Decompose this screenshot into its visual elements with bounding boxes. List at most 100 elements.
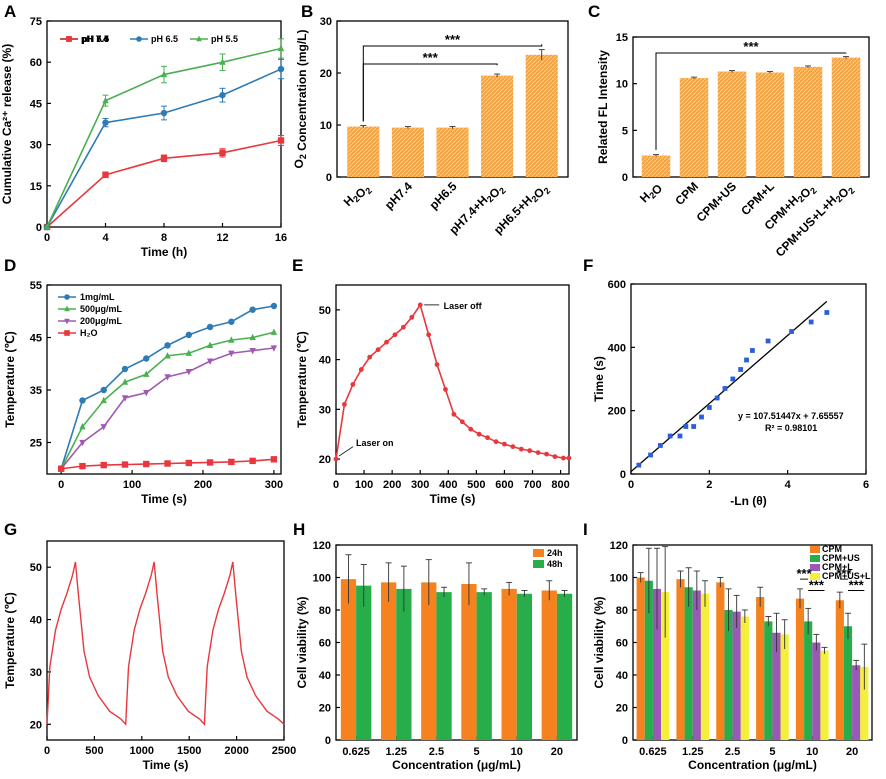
panel-label-a: A [4, 2, 16, 21]
data-point [185, 331, 193, 339]
bar [732, 611, 741, 740]
y-tick-label: 60 [616, 638, 628, 650]
x-tick-label: 2.5 [725, 746, 740, 758]
data-point [789, 329, 794, 334]
data-point [228, 458, 235, 466]
x-tick-label: 200 [194, 479, 212, 491]
legend-marker [64, 330, 70, 336]
panel-label-d: D [4, 256, 16, 275]
x-axis-label: Time (h) [141, 245, 187, 259]
data-point [648, 452, 653, 458]
x-tick-label: 10 [806, 746, 818, 758]
x-tick-label: 500 [467, 479, 485, 491]
bar [396, 588, 412, 740]
bar [340, 579, 357, 740]
data-point [722, 386, 728, 391]
x-tick-label: 0.625 [639, 746, 667, 758]
data-point [552, 454, 558, 459]
bar [756, 597, 765, 740]
bar [347, 126, 380, 177]
y-tick-label: 20 [319, 454, 331, 466]
data-point [518, 446, 524, 452]
legend-label: pH 7.4 [82, 34, 109, 44]
y-tick-label: 600 [608, 279, 626, 291]
legend-label: 200μg/mL [80, 316, 123, 326]
bar [684, 587, 693, 740]
data-point [706, 405, 712, 410]
x-tick-label: 10 [511, 746, 523, 758]
significance-label: *** [849, 578, 865, 593]
data-point [417, 302, 423, 308]
y-tick-label: 0 [325, 735, 331, 747]
bar [541, 590, 557, 740]
y-tick-label: 0 [36, 222, 42, 234]
data-point [79, 397, 86, 404]
data-point [691, 424, 697, 429]
y-tick-label: 20 [30, 719, 42, 731]
legend-label: CPM+L [822, 562, 853, 572]
data-point [121, 461, 129, 468]
bar [391, 127, 424, 177]
y-tick-label: 120 [313, 540, 331, 552]
panel-label-g: G [4, 520, 17, 539]
data-point [392, 332, 398, 338]
significance-bracket [362, 44, 543, 122]
legend-marker [64, 305, 70, 312]
x-tick-label: 0 [44, 745, 50, 757]
data-point [270, 456, 278, 463]
x-tick-label: 200 [383, 479, 401, 491]
x-tick-label: 1.25 [386, 746, 407, 758]
x-tick-label: 20 [551, 746, 563, 758]
x-tick-label: 0 [44, 232, 50, 244]
data-point [160, 109, 168, 117]
data-point [485, 435, 490, 441]
data-point [100, 396, 107, 404]
data-point [249, 348, 256, 355]
x-tick-label: 100 [355, 479, 373, 491]
bar [716, 582, 725, 740]
legend-swatch [810, 573, 820, 580]
x-tick-label: pH7.4 [382, 179, 415, 212]
y-tick-label: 5 [622, 125, 628, 137]
data-point [249, 457, 256, 465]
bar [831, 57, 861, 177]
data-point [164, 342, 171, 349]
data-point [277, 65, 285, 73]
y-tick-label: 55 [30, 280, 42, 292]
data-point [164, 460, 171, 467]
data-point [79, 422, 86, 430]
x-tick-label: 20 [846, 746, 858, 758]
legend-swatch [533, 549, 544, 557]
significance-label: *** [809, 578, 825, 593]
bar [724, 610, 733, 740]
y-axis-label: Cell viability (%) [592, 596, 606, 688]
bar [380, 582, 397, 740]
x-tick-label: CPM+US [694, 179, 739, 224]
y-tick-label: 40 [319, 355, 331, 367]
data-point [677, 433, 683, 439]
data-point [185, 349, 193, 356]
data-point [79, 439, 86, 447]
data-point [228, 318, 235, 325]
data-point [535, 450, 541, 456]
data-point [443, 387, 448, 392]
bar [772, 632, 781, 740]
y-tick-label: 20 [319, 703, 331, 715]
panel-label-i: I [583, 520, 588, 539]
x-tick-label: H2O2 [341, 179, 374, 212]
x-tick-label: 300 [411, 479, 429, 491]
bar [436, 127, 469, 177]
data-point [502, 441, 507, 447]
data-point [228, 350, 235, 358]
panel-label-h: H [293, 520, 305, 539]
y-tick-label: 30 [320, 16, 332, 28]
y-tick-label: 10 [320, 120, 332, 132]
data-point [43, 223, 51, 230]
y-tick-label: 0 [622, 172, 628, 184]
legend-label: 500μg/mL [80, 304, 123, 314]
legend-label: 1mg/mL [80, 292, 115, 302]
legend-marker [136, 36, 142, 42]
y-tick-label: 120 [610, 540, 628, 552]
x-tick-label: H2O [637, 179, 665, 207]
bar [700, 593, 710, 740]
